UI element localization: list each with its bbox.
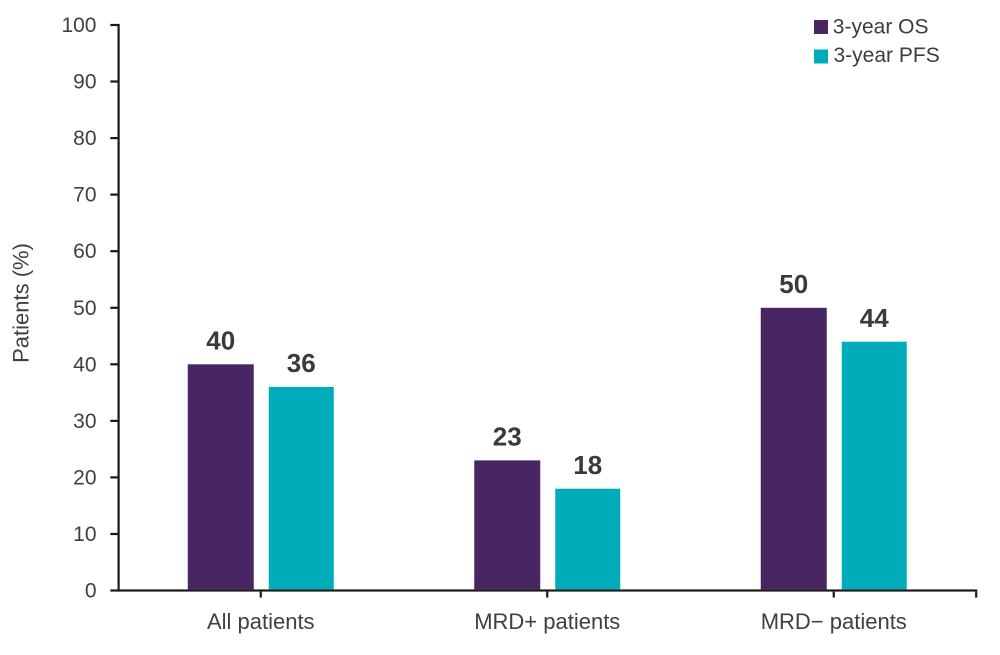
svg-text:70: 70	[73, 184, 96, 207]
svg-text:40: 40	[73, 353, 96, 376]
svg-text:MRD− patients: MRD− patients	[761, 609, 907, 634]
svg-text:80: 80	[73, 127, 96, 150]
svg-text:3-year OS: 3-year OS	[833, 16, 929, 39]
svg-text:Patients (%): Patients (%)	[9, 243, 34, 363]
svg-text:60: 60	[73, 240, 96, 263]
svg-text:23: 23	[493, 422, 522, 452]
svg-text:MRD+ patients: MRD+ patients	[474, 609, 620, 634]
svg-text:0: 0	[85, 580, 97, 603]
svg-text:50: 50	[779, 269, 808, 299]
svg-text:3-year PFS: 3-year PFS	[834, 44, 940, 67]
svg-text:36: 36	[287, 348, 316, 378]
svg-text:50: 50	[73, 297, 96, 320]
svg-text:40: 40	[206, 326, 235, 356]
svg-text:90: 90	[73, 71, 96, 94]
svg-text:18: 18	[573, 450, 602, 480]
svg-text:100: 100	[61, 14, 96, 37]
svg-text:44: 44	[860, 303, 889, 333]
svg-text:20: 20	[73, 466, 96, 489]
svg-text:All patients: All patients	[207, 609, 315, 634]
svg-text:10: 10	[73, 523, 96, 546]
svg-text:30: 30	[73, 410, 96, 433]
